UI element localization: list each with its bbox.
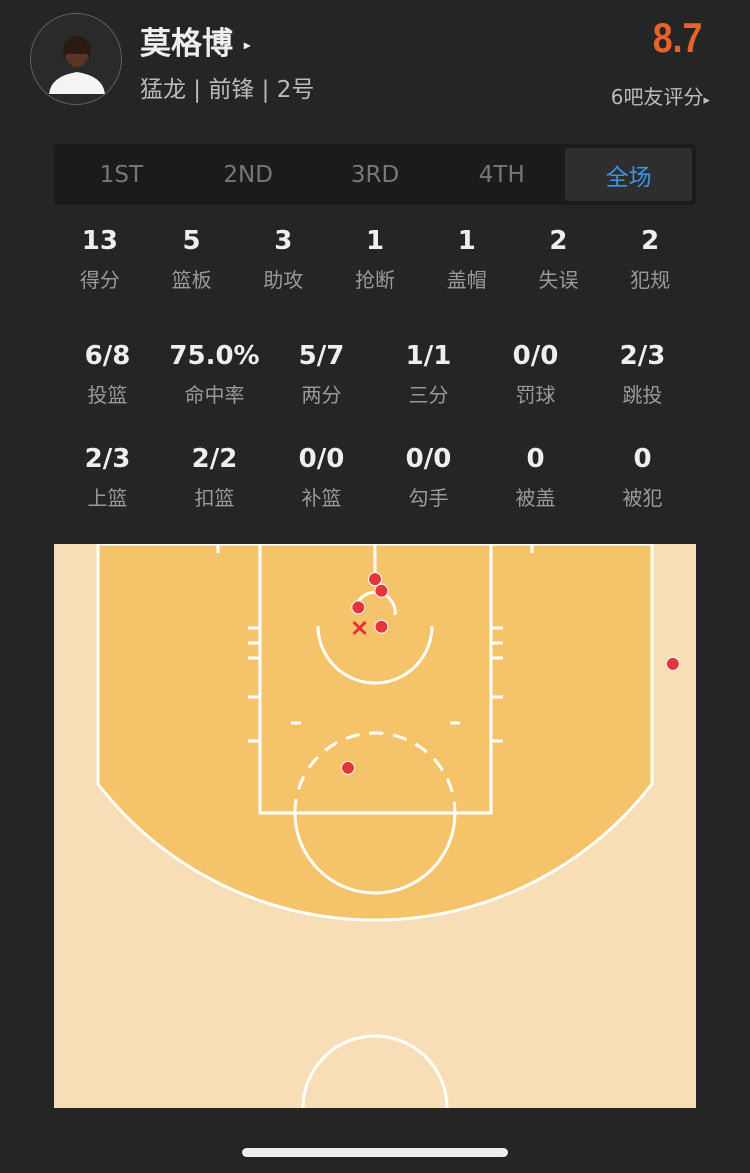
tab-period[interactable]: 全场 xyxy=(565,148,692,201)
stat-item: 1 盖帽 xyxy=(421,226,513,293)
stat-label: 失误 xyxy=(538,268,579,292)
shot-made-marker xyxy=(374,619,389,634)
stat-item: 2/2 扣篮 xyxy=(161,444,268,511)
stat-item: 0 被犯 xyxy=(589,444,696,511)
stat-item: 0/0 勾手 xyxy=(375,444,482,511)
stat-value: 5 xyxy=(182,226,201,256)
restricted-arc xyxy=(316,625,434,685)
stat-label: 犯规 xyxy=(630,268,671,292)
shot-made-marker xyxy=(351,600,366,615)
player-name[interactable]: 莫格博 ▸ xyxy=(140,18,251,63)
stat-value: 2 xyxy=(549,226,568,256)
home-indicator[interactable] xyxy=(242,1148,508,1157)
stat-label: 罚球 xyxy=(515,383,556,407)
stat-label: 上篮 xyxy=(87,486,128,510)
stat-value: 2/2 xyxy=(191,444,238,474)
stat-label: 被盖 xyxy=(515,486,556,510)
stat-value: 0/0 xyxy=(405,444,452,474)
player-rating: 8.7 xyxy=(652,14,702,61)
stat-label: 投篮 xyxy=(87,383,128,407)
stat-item: 3 助攻 xyxy=(237,226,329,293)
stat-label: 抢断 xyxy=(355,268,396,292)
stat-label: 跳投 xyxy=(622,383,663,407)
tab-period[interactable]: 1ST xyxy=(99,161,144,188)
shot-chart-court xyxy=(54,544,696,1108)
stat-label: 两分 xyxy=(301,383,342,407)
stat-item: 6/8 投篮 xyxy=(54,341,161,408)
player-avatar[interactable] xyxy=(30,13,122,105)
shot-missed-marker xyxy=(352,620,367,636)
stat-label: 助攻 xyxy=(263,268,304,292)
player-name-text: 莫格博 xyxy=(140,26,233,62)
stat-value: 0 xyxy=(633,444,652,474)
stat-value: 1/1 xyxy=(405,341,452,371)
stat-label: 补篮 xyxy=(301,486,342,510)
shooting-stats: 6/8 投篮 75.0% 命中率 5/7 两分 1/1 三分 0/0 罚球 2/3 跳投 xyxy=(54,341,696,408)
stat-value: 6/8 xyxy=(84,341,131,371)
lane-hash-marks xyxy=(216,544,534,743)
stat-label: 三分 xyxy=(408,383,449,407)
stat-item: 0/0 罚球 xyxy=(482,341,589,408)
tab-period[interactable]: 3RD xyxy=(350,161,400,188)
arrow-right-icon: ▸ xyxy=(243,37,251,54)
tab-period[interactable]: 4TH xyxy=(478,161,525,188)
shot-made-marker xyxy=(374,583,389,598)
stat-label: 盖帽 xyxy=(446,268,487,292)
stat-item: 2/3 跳投 xyxy=(589,341,696,408)
stat-label: 得分 xyxy=(79,268,120,292)
stat-label: 勾手 xyxy=(408,486,449,510)
stat-value: 0/0 xyxy=(298,444,345,474)
shots-layer xyxy=(341,572,680,775)
center-circle xyxy=(301,1034,449,1108)
stat-item: 2 犯规 xyxy=(604,226,696,293)
stat-value: 5/7 xyxy=(298,341,345,371)
stat-item: 5/7 两分 xyxy=(268,341,375,408)
stat-item: 0 被盖 xyxy=(482,444,589,511)
shot-type-stats: 2/3 上篮 2/2 扣篮 0/0 补篮 0/0 勾手 0 被盖 0 被犯 xyxy=(54,444,696,511)
shot-made-marker xyxy=(368,572,382,587)
stat-value: 13 xyxy=(81,226,118,256)
stat-item: 2 失误 xyxy=(513,226,605,293)
stat-value: 3 xyxy=(274,226,293,256)
stat-item: 0/0 补篮 xyxy=(268,444,375,511)
stat-value: 0 xyxy=(526,444,545,474)
stat-value: 1 xyxy=(365,226,385,256)
stat-item: 1 抢断 xyxy=(329,226,421,293)
arrow-right-icon: ▸ xyxy=(703,93,710,108)
player-info: 猛龙 | 前锋 | 2号 xyxy=(140,77,315,103)
tab-period[interactable]: 2ND xyxy=(223,161,273,188)
stat-label: 命中率 xyxy=(184,383,245,407)
shot-made-marker xyxy=(665,656,680,671)
stat-item: 75.0% 命中率 xyxy=(161,341,268,408)
main-stats: 13 得分 5 篮板 3 助攻 1 抢断 1 盖帽 2 失误 2 犯规 xyxy=(54,226,696,293)
stat-label: 扣篮 xyxy=(194,486,235,510)
stat-item: 5 篮板 xyxy=(146,226,238,293)
stat-label: 被犯 xyxy=(622,486,663,510)
stat-item: 2/3 上篮 xyxy=(54,444,161,511)
stat-value: 2/3 xyxy=(619,341,666,371)
stat-value: 2 xyxy=(641,226,660,256)
stat-value: 2/3 xyxy=(84,444,131,474)
period-tabs: 1ST 2ND 3RD 4TH 全场 xyxy=(54,144,696,205)
stat-item: 1/1 三分 xyxy=(375,341,482,408)
shot-made-marker xyxy=(341,760,356,775)
free-throw-circle-top xyxy=(293,731,457,814)
rating-link[interactable]: 6吧友评分▸ xyxy=(611,81,710,110)
player-photo xyxy=(31,14,121,104)
paint-lane xyxy=(258,544,493,815)
stat-label: 篮板 xyxy=(171,268,212,292)
stat-value: 75.0% xyxy=(169,341,260,371)
free-throw-circle-bottom xyxy=(293,812,457,895)
stat-value: 0/0 xyxy=(512,341,559,371)
rating-count: 6吧友评分 xyxy=(610,85,704,109)
stat-value: 1 xyxy=(457,226,476,256)
stat-item: 13 得分 xyxy=(54,226,146,293)
